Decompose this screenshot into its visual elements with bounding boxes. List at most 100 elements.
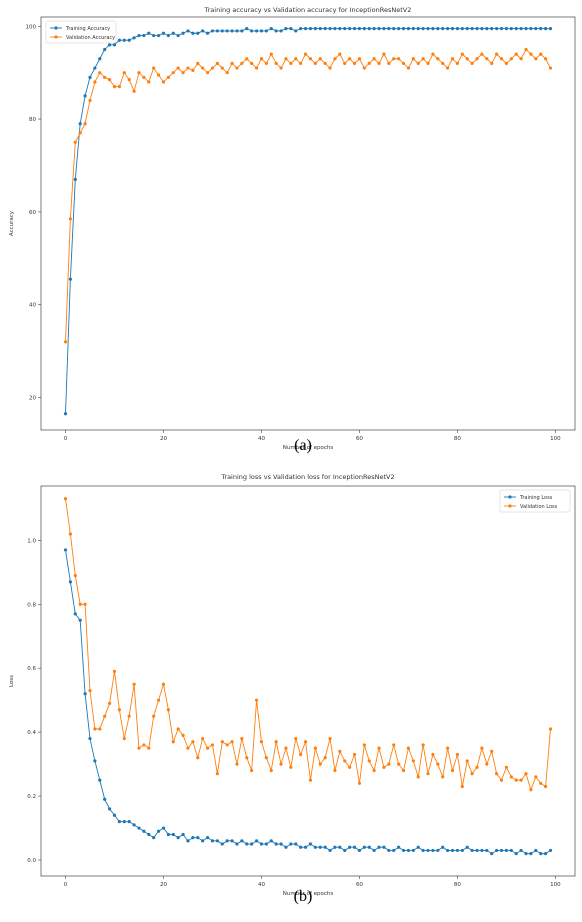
accuracy-chart-validation-accuracy-point — [230, 61, 234, 66]
accuracy-chart-training-accuracy-point — [220, 29, 224, 33]
loss-chart-validation-loss-point — [328, 736, 332, 741]
accuracy-chart-validation-accuracy-point — [166, 75, 170, 79]
accuracy-chart-training-accuracy-point — [313, 27, 317, 31]
accuracy-chart-training-accuracy-point — [161, 31, 166, 35]
loss-chart-validation-loss-point — [406, 746, 411, 750]
accuracy-chart-ylabel: Accuracy — [9, 210, 15, 236]
loss-chart-training-loss-point — [166, 832, 170, 837]
loss-chart-training-loss-point — [446, 848, 450, 853]
loss-chart-training-loss-point — [73, 612, 77, 616]
loss-chart-training-loss-point — [201, 839, 205, 843]
loss-chart-validation-loss-point — [230, 740, 234, 744]
accuracy-chart-validation-accuracy-point — [328, 66, 332, 70]
loss-chart-training-loss-point — [210, 839, 215, 843]
loss-chart-validation-loss-point — [156, 698, 161, 702]
accuracy-chart-validation-accuracy-point — [63, 340, 68, 344]
accuracy-chart-training-accuracy-point — [103, 47, 107, 52]
loss-chart-validation-loss-point — [534, 775, 538, 779]
loss-chart-validation-loss-point — [308, 778, 313, 782]
loss-chart-training-loss-point — [401, 848, 406, 853]
loss-chart-xtick-label: 60 — [356, 882, 363, 888]
accuracy-chart-validation-accuracy-point — [352, 61, 357, 66]
loss-chart-training-loss-point — [514, 852, 518, 856]
accuracy-chart-training-accuracy-point — [495, 27, 499, 31]
loss-chart-training-loss-point — [485, 848, 489, 853]
loss-chart-training-loss-point — [181, 832, 185, 837]
accuracy-chart-training-accuracy-point — [411, 27, 415, 31]
loss-chart-validation-loss-point — [137, 746, 141, 750]
loss-chart-training-loss-point — [225, 839, 229, 843]
loss-chart-training-loss-point — [93, 759, 97, 763]
loss-chart-validation-loss-point — [225, 743, 229, 747]
accuracy-chart-training-accuracy-point — [166, 33, 170, 38]
accuracy-chart-training-accuracy-point — [117, 38, 121, 42]
loss-chart-training-loss-point — [308, 842, 313, 846]
accuracy-chart-legend-label: Training Accuracy — [65, 26, 110, 32]
loss-chart-validation-loss-point — [323, 756, 327, 760]
loss-chart-training-loss-point — [176, 836, 180, 840]
loss-chart-xtick-label: 20 — [160, 882, 167, 888]
accuracy-chart-validation-accuracy-point — [406, 66, 411, 70]
accuracy-chart-ytick-label: 20 — [29, 396, 36, 402]
loss-chart-training-loss-point — [348, 845, 352, 849]
loss-chart-training-loss-point — [382, 845, 386, 849]
loss-chart-training-loss-point — [235, 842, 239, 846]
accuracy-chart-xtick-label: 80 — [454, 436, 461, 442]
loss-chart-training-loss-point — [98, 778, 102, 782]
accuracy-chart-xlabel: Number of epochs — [283, 445, 334, 451]
loss-chart-validation-loss-point — [142, 743, 146, 747]
accuracy-chart-validation-accuracy-point — [333, 57, 337, 61]
accuracy-chart-training-accuracy-point — [534, 27, 538, 31]
loss-chart-validation-loss-point — [235, 762, 239, 766]
accuracy-chart-training-accuracy-point — [63, 412, 68, 416]
loss-chart-training-loss-point — [377, 845, 381, 849]
accuracy-chart-legend-marker — [54, 26, 58, 30]
accuracy-chart-training-accuracy-point — [107, 43, 112, 47]
loss-chart-legend-label: Validation Loss — [520, 504, 558, 510]
loss-chart-training-loss-point — [117, 820, 121, 824]
loss-chart-ytick-label: 0.2 — [27, 794, 36, 800]
loss-chart-validation-loss-point — [191, 740, 195, 744]
accuracy-chart-validation-accuracy-point — [161, 80, 166, 84]
accuracy-chart-validation-accuracy-point — [196, 61, 200, 66]
accuracy-chart-training-accuracy-point — [372, 27, 376, 31]
accuracy-chart-title: Training accuracy vs Validation accuracy… — [204, 6, 412, 14]
loss-chart-validation-loss-point — [289, 765, 293, 769]
loss-chart-validation-loss-point — [465, 759, 469, 763]
accuracy-chart-validation-accuracy-point — [343, 61, 347, 66]
loss-chart-frame — [40, 485, 576, 877]
accuracy-chart-training-accuracy-point — [475, 27, 479, 31]
loss-chart-training-loss-point — [186, 839, 190, 843]
accuracy-chart-validation-accuracy-point — [539, 52, 543, 56]
accuracy-chart-validation-accuracy-point — [519, 57, 523, 61]
accuracy-chart-training-accuracy-point — [147, 31, 151, 35]
loss-chart-validation-loss-point — [279, 762, 283, 766]
loss-chart-validation-loss-point — [416, 775, 420, 779]
accuracy-chart-validation-accuracy-point — [137, 71, 141, 75]
accuracy-chart-training-accuracy-point — [318, 27, 322, 31]
loss-chart-training-loss-point — [205, 836, 210, 840]
accuracy-chart-training-accuracy-point — [152, 33, 156, 38]
loss-chart-training-loss-point — [362, 845, 366, 849]
loss-chart-training-loss-point — [132, 823, 136, 827]
loss-chart-training-loss-point — [450, 848, 455, 853]
loss-chart-training-loss-point — [303, 845, 308, 849]
loss-chart-training-loss-point — [220, 842, 224, 846]
loss-chart-validation-loss-point — [88, 688, 92, 693]
accuracy-chart-validation-accuracy-point — [323, 61, 327, 66]
accuracy-chart-validation-accuracy-point — [357, 57, 362, 61]
loss-chart-validation-loss-point — [470, 772, 474, 776]
loss-chart-training-loss-point — [426, 848, 430, 853]
accuracy-chart-legend-label: Validation Accuracy — [66, 35, 115, 41]
accuracy-chart-training-accuracy-point — [352, 27, 357, 31]
loss-chart-training-loss-point — [88, 736, 92, 741]
loss-chart-training-loss-point — [279, 842, 283, 846]
accuracy-chart-ytick-label: 40 — [29, 303, 36, 309]
loss-chart-validation-loss-point — [450, 768, 455, 773]
accuracy-chart-validation-accuracy-point — [245, 57, 249, 61]
accuracy-chart-validation-accuracy-point — [269, 52, 273, 56]
accuracy-chart-validation-accuracy-point — [524, 47, 528, 52]
loss-chart-training-loss-point — [78, 618, 82, 622]
accuracy-chart-training-accuracy-point — [436, 27, 440, 31]
loss-chart-training-loss-point — [171, 832, 175, 837]
